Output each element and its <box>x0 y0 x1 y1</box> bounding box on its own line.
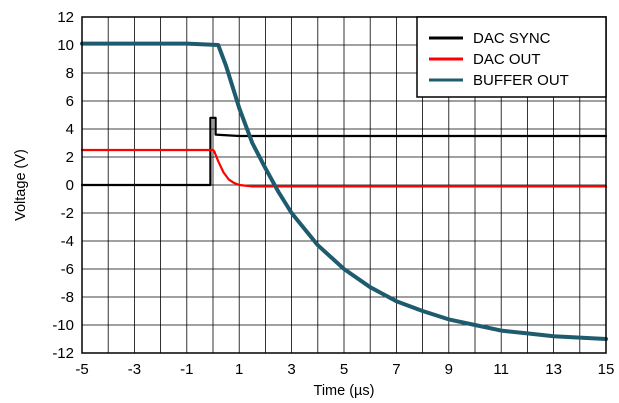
y-tick-label: -10 <box>52 317 74 334</box>
x-tick-label: -5 <box>75 361 88 378</box>
y-tick-label: -4 <box>61 233 74 250</box>
x-tick-label: 11 <box>493 361 509 378</box>
series-line-dac-sync <box>80 116 608 187</box>
y-tick-label: -6 <box>61 261 74 278</box>
series-line-dac-out <box>80 148 608 188</box>
series-line-buffer-out <box>80 41 608 341</box>
legend: DAC SYNC DAC OUT BUFFER OUT <box>416 16 607 98</box>
x-tick-labels: -5 -3 -1 1 3 5 7 9 11 13 15 <box>75 361 614 378</box>
y-tick-label: 10 <box>57 37 74 54</box>
y-tick-label: 12 <box>57 9 74 26</box>
y-tick-label: 6 <box>66 93 74 110</box>
y-tick-labels: 12 10 8 6 4 2 0 -2 -4 -6 -8 -10 -12 <box>52 9 74 362</box>
x-tick-label: 15 <box>598 361 615 378</box>
y-tick-label: 2 <box>66 149 74 166</box>
y-tick-label: 4 <box>66 121 74 138</box>
x-axis-title: Time (µs) <box>314 383 375 399</box>
x-tick-label: 3 <box>287 361 295 378</box>
x-tick-label: 9 <box>445 361 453 378</box>
x-tick-label: 7 <box>392 361 400 378</box>
y-tick-label: -12 <box>52 345 74 362</box>
x-tick-label: -1 <box>180 361 193 378</box>
y-axis-title: Voltage (V) <box>13 149 29 221</box>
y-tick-label: 0 <box>66 177 74 194</box>
x-tick-label: 13 <box>545 361 562 378</box>
legend-label: DAC OUT <box>473 51 541 68</box>
y-tick-label: -8 <box>61 289 74 306</box>
y-tick-label: 8 <box>66 65 74 82</box>
x-tick-label: 5 <box>340 361 348 378</box>
y-tick-label: -2 <box>61 205 74 222</box>
legend-label: DAC SYNC <box>473 30 551 47</box>
x-tick-label: 1 <box>235 361 243 378</box>
legend-label: BUFFER OUT <box>473 72 569 89</box>
plot-frame <box>81 16 607 354</box>
x-tick-label: -3 <box>128 361 141 378</box>
series-layer <box>80 41 608 341</box>
legend-box <box>416 16 607 98</box>
